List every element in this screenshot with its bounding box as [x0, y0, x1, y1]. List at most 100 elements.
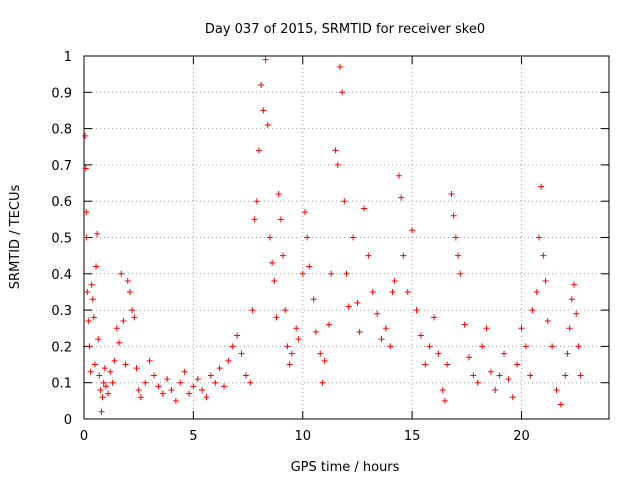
data-point [177, 379, 184, 386]
y-tick-label: 0.4 [51, 268, 72, 283]
data-point [566, 325, 573, 332]
data-point [131, 314, 138, 321]
data-point [96, 372, 103, 379]
data-point [124, 278, 131, 285]
data-point [389, 288, 396, 295]
data-point [522, 343, 529, 350]
data-point [275, 190, 282, 197]
data-point [288, 350, 295, 357]
y-tick-label: 0.6 [51, 195, 72, 210]
data-point [431, 314, 437, 321]
data-point [282, 307, 289, 314]
data-point [304, 234, 311, 241]
data-point [452, 234, 459, 241]
data-point [529, 307, 536, 314]
data-point [544, 317, 551, 324]
data-point [470, 372, 477, 379]
data-point [155, 383, 162, 390]
y-tick-label: 0 [64, 413, 72, 428]
data-point [238, 350, 245, 357]
data-point [398, 194, 405, 201]
data-point [262, 56, 269, 63]
data-point [341, 198, 348, 205]
data-point [102, 383, 109, 390]
data-point [82, 165, 89, 172]
data-point [203, 394, 210, 401]
data-point [334, 161, 341, 168]
data-point [190, 383, 197, 390]
data-point [269, 259, 276, 266]
data-point [229, 343, 236, 350]
x-tick-label: 15 [404, 429, 421, 444]
data-point [301, 209, 308, 216]
data-point [573, 310, 580, 317]
data-point [319, 379, 326, 386]
data-point [120, 317, 127, 324]
data-point [391, 278, 398, 285]
data-point [118, 270, 125, 277]
data-point [356, 328, 363, 335]
data-point [85, 317, 92, 324]
y-tick-label: 0.5 [51, 232, 72, 247]
axis-ticks: 00.10.20.30.40.50.60.70.80.910 5 10 15 20 [51, 50, 609, 444]
data-point [501, 350, 507, 357]
data-point [457, 270, 464, 277]
x-tick-label: 0 [80, 429, 88, 444]
data-point [207, 372, 214, 379]
data-point [101, 365, 108, 372]
data-point [312, 328, 319, 335]
data-point [168, 386, 175, 393]
data-point [94, 230, 101, 237]
data-point [321, 357, 328, 364]
data-point [247, 379, 254, 386]
data-point [540, 252, 547, 259]
data-point [253, 198, 260, 205]
data-point [164, 376, 171, 383]
data-point [339, 89, 346, 96]
data-point [404, 288, 411, 295]
data-point [89, 296, 96, 303]
data-point [264, 121, 271, 128]
data-point [336, 63, 343, 70]
data-point [116, 339, 122, 346]
data-point [126, 288, 133, 295]
data-point [280, 252, 287, 259]
data-point [93, 263, 100, 270]
data-point [514, 361, 521, 368]
data-point [553, 386, 560, 393]
data-point [84, 288, 91, 295]
y-tick-label: 0.1 [51, 377, 72, 392]
data-point [533, 288, 540, 295]
data-point [107, 368, 114, 375]
data-point [260, 107, 267, 114]
data-point [439, 386, 446, 393]
data-point [99, 394, 106, 401]
data-point [328, 270, 335, 277]
data-point [369, 288, 376, 295]
chart-title: Day 037 of 2015, SRMTID for receiver ske… [205, 22, 485, 37]
data-point [310, 296, 317, 303]
data-point [461, 321, 468, 328]
data-point [277, 216, 284, 223]
data-point [284, 343, 291, 350]
data-point [374, 310, 381, 317]
data-points [82, 56, 584, 415]
data-point [273, 314, 280, 321]
y-tick-label: 0.8 [51, 123, 72, 138]
y-tick-label: 0.7 [51, 159, 72, 174]
data-point [137, 394, 144, 401]
data-point [113, 325, 120, 332]
data-point [181, 368, 188, 375]
data-point [83, 234, 90, 241]
data-point [474, 379, 481, 386]
data-point [146, 357, 153, 364]
data-point [536, 234, 542, 241]
data-point [557, 401, 564, 408]
data-point [426, 343, 433, 350]
data-point [100, 379, 107, 386]
data-point [105, 390, 112, 397]
data-point [450, 212, 457, 219]
data-point [88, 281, 95, 288]
data-point [564, 350, 571, 357]
data-point [483, 325, 490, 332]
